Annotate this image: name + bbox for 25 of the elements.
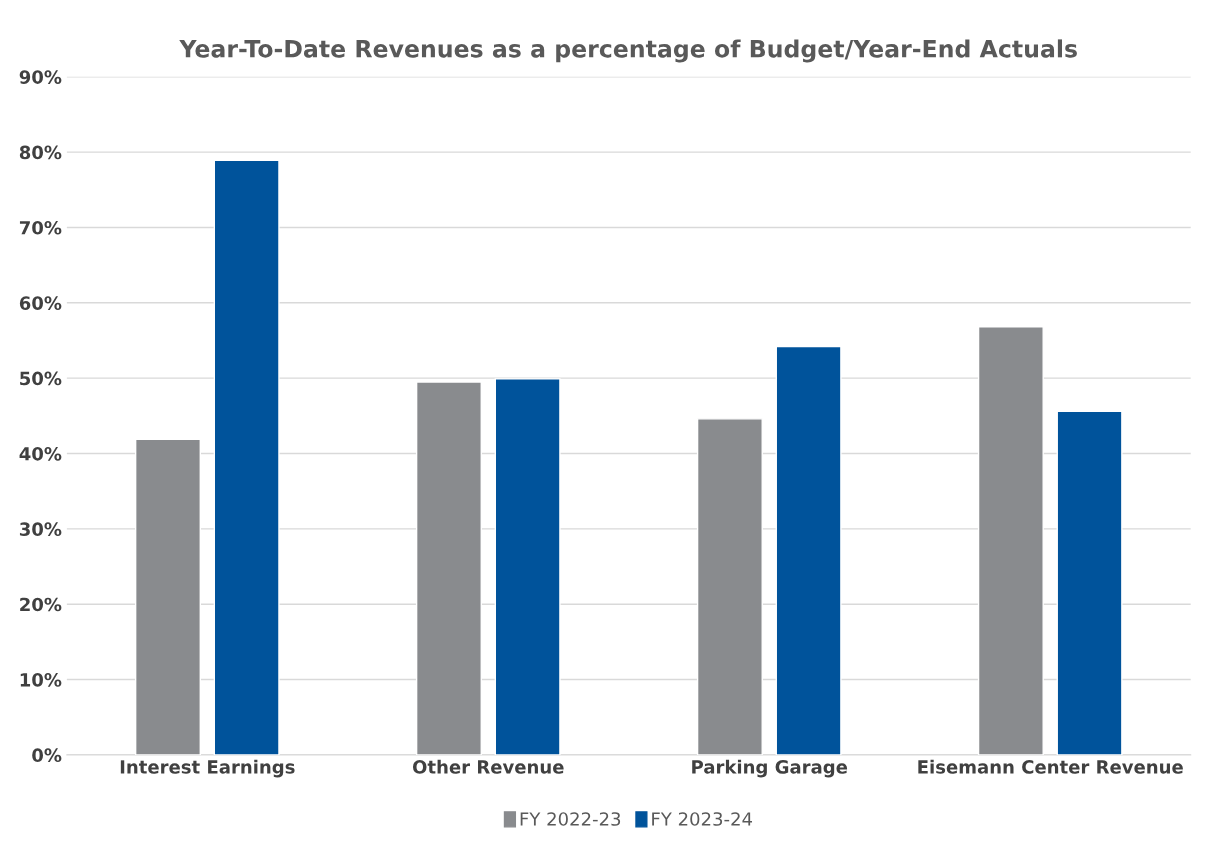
x-tick-label: Other Revenue bbox=[412, 759, 564, 774]
legend-label: FY 2023-24 bbox=[652, 812, 753, 826]
y-tick-label: 70% bbox=[19, 220, 62, 235]
y-tick-label: 90% bbox=[19, 70, 62, 84]
bar bbox=[494, 378, 561, 755]
y-tick-label: 80% bbox=[19, 145, 62, 160]
bar bbox=[696, 418, 763, 755]
y-tick-label: 60% bbox=[19, 296, 62, 310]
y-tick-label: 30% bbox=[19, 522, 62, 536]
bar bbox=[134, 438, 201, 755]
y-tick-label: 0% bbox=[32, 748, 62, 763]
y-tick-label: 40% bbox=[19, 446, 62, 461]
bar bbox=[213, 159, 280, 755]
y-tick-label: 20% bbox=[20, 597, 62, 612]
bar bbox=[775, 345, 842, 755]
y-tick-label: 50% bbox=[20, 371, 62, 386]
legend-label: FY 2022-23 bbox=[520, 812, 621, 826]
bar bbox=[1056, 410, 1123, 755]
chart-title: Year-To-Date Revenues as a percentage of Budget/Year-End Actuals bbox=[179, 39, 1077, 63]
bar bbox=[977, 326, 1044, 755]
x-tick-label: Interest Earnings bbox=[120, 759, 295, 778]
x-tick-label: Eisemann Center Revenue bbox=[918, 759, 1183, 774]
x-tick-label: Parking Garage bbox=[692, 759, 848, 778]
y-tick-label: 10% bbox=[20, 673, 62, 687]
bar bbox=[415, 381, 482, 755]
